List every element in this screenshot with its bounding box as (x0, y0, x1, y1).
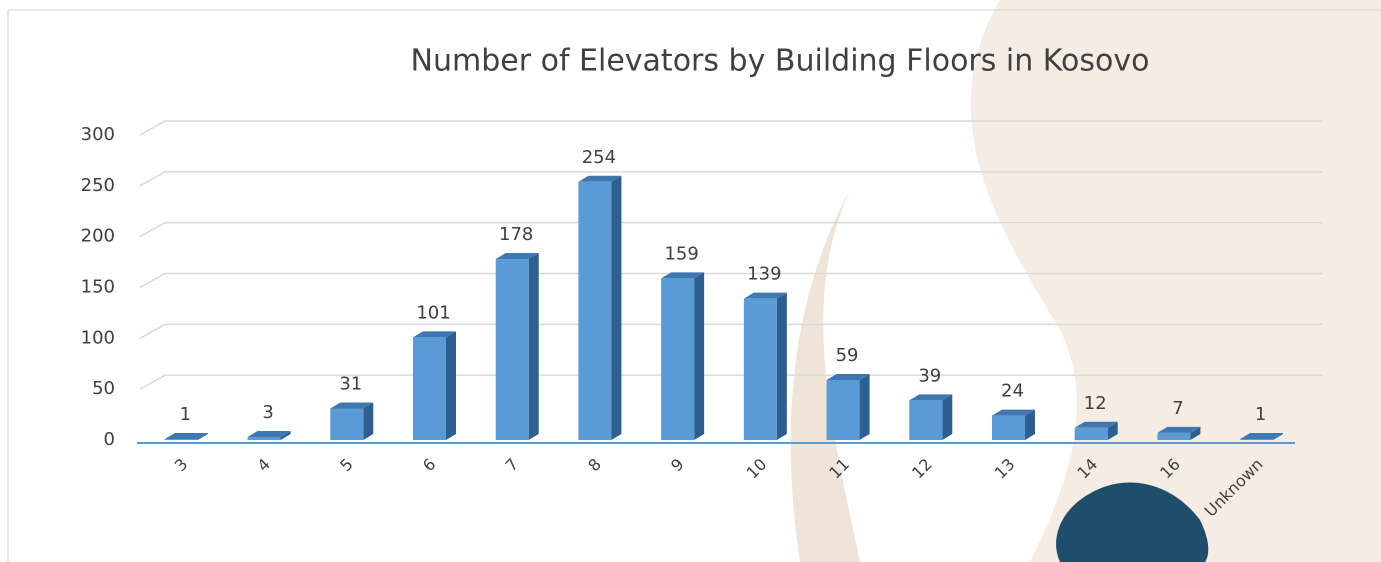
bar-top (909, 394, 953, 401)
bar-top (1157, 426, 1201, 433)
y-tick-label: 250 (81, 175, 115, 196)
bar-side (1190, 426, 1201, 440)
background-decoration (970, 0, 1381, 562)
bar (413, 337, 446, 440)
bar (992, 415, 1025, 440)
bar-side (611, 175, 622, 440)
bar-top (992, 409, 1035, 416)
value-label: 12 (1084, 393, 1107, 414)
value-label: 31 (339, 373, 362, 394)
bar-top (330, 402, 374, 409)
bar-side (694, 272, 705, 440)
x-tick-label: 10 (743, 455, 771, 483)
value-label: 1 (1255, 404, 1266, 425)
value-label: 159 (664, 243, 698, 264)
grid-line (139, 221, 1323, 238)
value-label: 178 (499, 224, 533, 245)
y-tick-label: 0 (104, 429, 115, 450)
grid-line (139, 272, 1323, 289)
bar (164, 438, 198, 440)
bar-top (578, 175, 622, 182)
bar (578, 181, 612, 440)
bar (826, 380, 860, 440)
bar (330, 408, 364, 440)
x-tick-label: 6 (419, 455, 440, 476)
bar-side (1107, 421, 1118, 440)
bar-top (1240, 432, 1284, 439)
bar (495, 259, 529, 440)
bar (247, 436, 281, 440)
value-label: 39 (918, 365, 941, 386)
x-tick-label: 4 (253, 455, 274, 476)
background-decoration (1056, 482, 1209, 562)
bar-side (280, 430, 291, 440)
bar-side (363, 402, 374, 440)
value-label: 59 (836, 345, 859, 366)
bar (1074, 427, 1108, 440)
bar (909, 400, 943, 440)
bar (1157, 432, 1191, 440)
bar (661, 278, 695, 440)
value-label: 3 (262, 402, 273, 423)
bar-top (247, 430, 291, 437)
value-label: 7 (1172, 398, 1183, 419)
value-label: 254 (582, 147, 616, 168)
bar-side (1273, 432, 1284, 440)
grid-line (139, 120, 1323, 136)
x-tick-label: 5 (336, 455, 357, 476)
bar-top (413, 331, 456, 338)
grid-line (139, 374, 1323, 390)
x-tick-label: 9 (667, 455, 688, 476)
grid-line (139, 171, 1323, 187)
x-tick-label: 7 (502, 455, 523, 476)
bar-side (859, 374, 870, 440)
bar-top (1074, 421, 1118, 428)
x-tick-label: 3 (171, 455, 192, 476)
y-tick-label: 300 (81, 124, 115, 145)
bar-side (446, 331, 456, 440)
x-tick-label: 13 (991, 455, 1019, 483)
y-tick-label: 50 (92, 378, 115, 399)
bar-side (528, 253, 539, 440)
value-label: 24 (1001, 381, 1024, 402)
background-decoration (790, 190, 860, 562)
bar-top (743, 292, 787, 299)
y-tick-label: 100 (81, 327, 115, 348)
x-tick-label: 8 (584, 455, 605, 476)
bar-side (197, 432, 208, 440)
value-label: 101 (416, 302, 450, 323)
value-label: 1 (180, 404, 191, 425)
bar-top (661, 272, 705, 279)
bar-side (942, 394, 953, 440)
y-tick-label: 200 (81, 226, 115, 247)
bar-side (776, 292, 787, 440)
bar-side (1025, 409, 1035, 440)
bar (743, 298, 777, 440)
x-tick-label: 12 (908, 455, 936, 483)
chart-title: Number of Elevators by Building Floors i… (411, 44, 1150, 79)
bar-top (495, 253, 539, 260)
bar-top (164, 432, 208, 439)
bar-top (826, 374, 870, 381)
y-tick-label: 150 (81, 277, 115, 298)
grid-line (139, 323, 1323, 339)
bar (1240, 438, 1274, 440)
value-label: 139 (747, 264, 781, 285)
